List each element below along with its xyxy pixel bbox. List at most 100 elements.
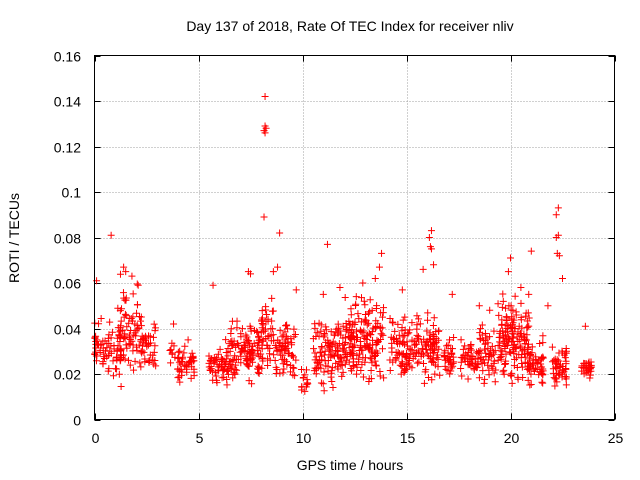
data-point	[107, 231, 115, 239]
data-point	[507, 371, 515, 379]
data-point	[143, 342, 151, 350]
data-point	[323, 240, 331, 248]
data-point	[231, 370, 239, 378]
data-point	[257, 329, 265, 337]
data-point	[430, 339, 438, 347]
data-point	[408, 319, 416, 327]
data-point	[485, 366, 493, 374]
data-point	[325, 343, 333, 351]
data-point	[478, 331, 486, 339]
data-point	[261, 327, 269, 335]
data-point	[371, 353, 379, 361]
data-point	[132, 332, 140, 340]
data-point	[320, 351, 328, 359]
data-point	[528, 343, 536, 351]
data-point	[501, 321, 509, 329]
data-point	[475, 302, 483, 310]
data-point	[532, 353, 540, 361]
data-point	[290, 325, 298, 333]
data-point	[270, 351, 278, 359]
data-point	[123, 344, 131, 352]
data-point	[368, 359, 376, 367]
data-point	[586, 371, 594, 379]
data-point	[503, 317, 511, 325]
data-point	[389, 358, 397, 366]
data-point	[357, 294, 365, 302]
data-point	[232, 343, 240, 351]
data-point	[137, 317, 145, 325]
data-point	[328, 351, 336, 359]
data-point	[449, 362, 457, 370]
data-point	[538, 378, 546, 386]
data-point	[141, 358, 149, 366]
data-point	[332, 325, 340, 333]
data-point	[254, 362, 262, 370]
data-point	[301, 387, 309, 395]
data-point	[336, 284, 344, 292]
data-point	[281, 347, 289, 355]
data-point	[119, 289, 127, 297]
data-point	[276, 326, 284, 334]
data-point	[283, 361, 291, 369]
data-point	[174, 374, 182, 382]
data-point	[517, 299, 525, 307]
data-point	[357, 367, 365, 375]
y-tick-label: 0.02	[54, 367, 81, 383]
data-point	[549, 365, 557, 373]
data-point	[505, 337, 513, 345]
data-point	[373, 336, 381, 344]
data-point	[444, 341, 452, 349]
data-point	[525, 290, 533, 298]
data-point	[167, 359, 175, 367]
data-point	[555, 370, 563, 378]
data-point	[362, 316, 370, 324]
data-point	[502, 304, 510, 312]
data-point	[292, 286, 300, 294]
data-point	[367, 347, 375, 355]
data-point	[499, 334, 507, 342]
data-point	[281, 338, 289, 346]
data-point	[134, 281, 142, 289]
data-point	[272, 344, 280, 352]
data-point	[147, 339, 155, 347]
data-point	[496, 329, 504, 337]
data-point	[183, 365, 191, 373]
data-point	[484, 344, 492, 352]
data-point	[325, 340, 333, 348]
data-point	[150, 360, 158, 368]
data-point	[403, 338, 411, 346]
data-point	[261, 92, 269, 100]
data-point	[527, 380, 535, 388]
data-point	[517, 344, 525, 352]
data-point	[389, 319, 397, 327]
data-point	[320, 333, 328, 341]
data-point	[227, 330, 235, 338]
y-axis-label: ROTI / TECUs	[6, 193, 22, 283]
data-point	[359, 346, 367, 354]
data-point	[350, 355, 358, 363]
data-point	[481, 345, 489, 353]
data-point	[348, 326, 356, 334]
data-point	[218, 356, 226, 364]
data-point	[133, 280, 141, 288]
data-point	[280, 365, 288, 373]
data-point	[559, 366, 567, 374]
data-point	[318, 343, 326, 351]
data-point	[151, 327, 159, 335]
data-point	[224, 352, 232, 360]
data-points	[91, 92, 596, 395]
data-point	[278, 341, 286, 349]
data-point	[351, 341, 359, 349]
data-point	[447, 367, 455, 375]
data-point	[319, 290, 327, 298]
data-point	[476, 325, 484, 333]
data-point	[386, 315, 394, 323]
y-tick-label: 0	[73, 413, 81, 429]
data-point	[96, 349, 104, 357]
data-point	[551, 382, 559, 390]
data-point	[288, 339, 296, 347]
data-point	[311, 356, 319, 364]
data-point	[302, 383, 310, 391]
data-point	[108, 328, 116, 336]
data-point	[248, 380, 256, 388]
